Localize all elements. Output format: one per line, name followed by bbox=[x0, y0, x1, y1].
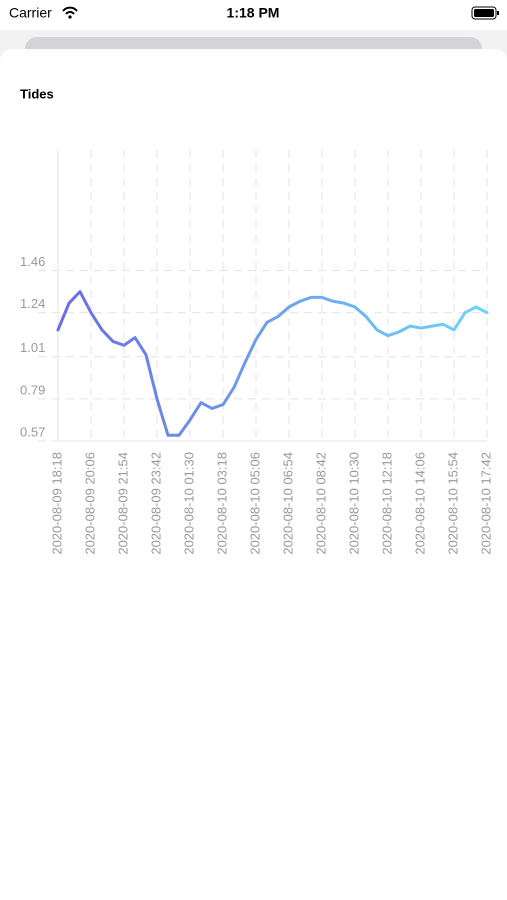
x-tick-label: 2020-08-09 23:42 bbox=[148, 452, 163, 555]
wifi-dot bbox=[68, 15, 72, 19]
x-tick-label: 2020-08-10 05:06 bbox=[247, 452, 262, 555]
y-tick-label: 1.24 bbox=[20, 296, 45, 311]
y-tick-label: 1.46 bbox=[20, 254, 45, 269]
x-tick-label: 2020-08-10 14:06 bbox=[412, 452, 427, 555]
x-tick-label: 2020-08-09 18:18 bbox=[49, 452, 64, 555]
chart-title: Tides bbox=[20, 86, 54, 101]
sheet bbox=[0, 49, 507, 900]
x-tick-label: 2020-08-10 17:42 bbox=[478, 452, 493, 555]
battery-level bbox=[474, 9, 494, 17]
x-tick-label: 2020-08-10 03:18 bbox=[214, 452, 229, 555]
y-tick-label: 1.01 bbox=[20, 340, 45, 355]
battery bbox=[471, 6, 497, 20]
status-bar: Carrier 1:18 PM bbox=[0, 0, 507, 30]
x-tick-label: 2020-08-09 20:06 bbox=[82, 452, 97, 555]
x-tick-label: 2020-08-10 12:18 bbox=[379, 452, 394, 555]
carrier: Carrier bbox=[9, 5, 52, 21]
x-tick-label: 2020-08-10 06:54 bbox=[280, 452, 295, 555]
wifi-icon bbox=[62, 6, 78, 15]
clock: 1:18 PM bbox=[227, 5, 280, 21]
x-tick-label: 2020-08-10 10:30 bbox=[346, 452, 361, 555]
y-tick-label: 0.57 bbox=[20, 424, 45, 439]
x-tick-label: 2020-08-10 01:30 bbox=[181, 452, 196, 555]
tide-line bbox=[56, 290, 489, 437]
x-tick-label: 2020-08-10 08:42 bbox=[313, 452, 328, 555]
x-tick-label: 2020-08-09 21:54 bbox=[115, 452, 130, 555]
status-icons: Carrier 1:18 PM bbox=[9, 5, 499, 21]
battery-tip bbox=[497, 11, 499, 15]
x-tick-label: 2020-08-10 15:54 bbox=[445, 452, 460, 555]
y-tick-label: 0.79 bbox=[20, 382, 45, 397]
